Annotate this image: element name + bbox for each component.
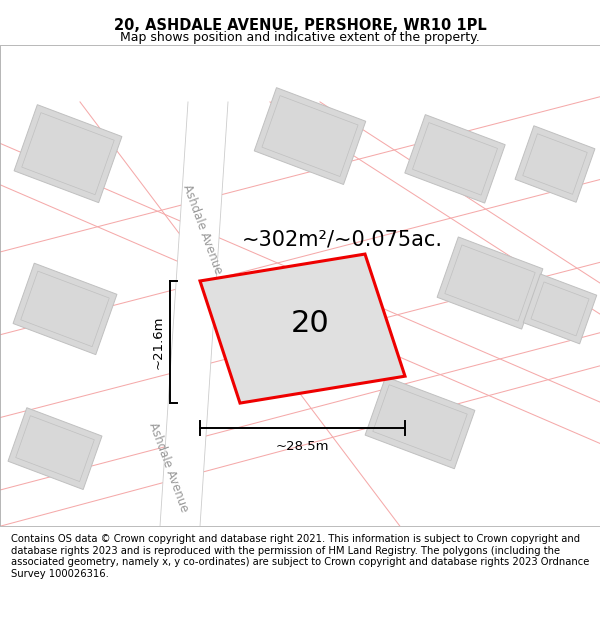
Polygon shape [200,254,405,403]
Polygon shape [21,271,109,347]
Polygon shape [13,263,117,354]
Text: 20: 20 [291,309,330,338]
Polygon shape [445,245,535,321]
Polygon shape [523,274,597,344]
Polygon shape [262,96,358,176]
Polygon shape [412,122,497,195]
Text: 20, ASHDALE AVENUE, PERSHORE, WR10 1PL: 20, ASHDALE AVENUE, PERSHORE, WR10 1PL [113,18,487,32]
Text: ~28.5m: ~28.5m [276,441,329,453]
Text: ~302m²/~0.075ac.: ~302m²/~0.075ac. [242,229,443,249]
Polygon shape [523,134,587,194]
Text: Map shows position and indicative extent of the property.: Map shows position and indicative extent… [120,31,480,44]
Polygon shape [531,282,589,336]
Text: ~21.6m: ~21.6m [152,315,165,369]
Polygon shape [515,126,595,202]
Polygon shape [437,237,543,329]
Polygon shape [16,416,94,482]
Polygon shape [254,88,366,184]
Polygon shape [14,104,122,202]
Polygon shape [365,377,475,469]
Text: Ashdale Avenue: Ashdale Avenue [146,421,190,514]
Polygon shape [8,408,102,489]
Polygon shape [160,102,228,526]
Text: Ashdale Avenue: Ashdale Avenue [180,182,224,276]
Polygon shape [22,112,114,195]
Text: Contains OS data © Crown copyright and database right 2021. This information is : Contains OS data © Crown copyright and d… [11,534,589,579]
Polygon shape [405,114,505,203]
Polygon shape [373,385,467,461]
